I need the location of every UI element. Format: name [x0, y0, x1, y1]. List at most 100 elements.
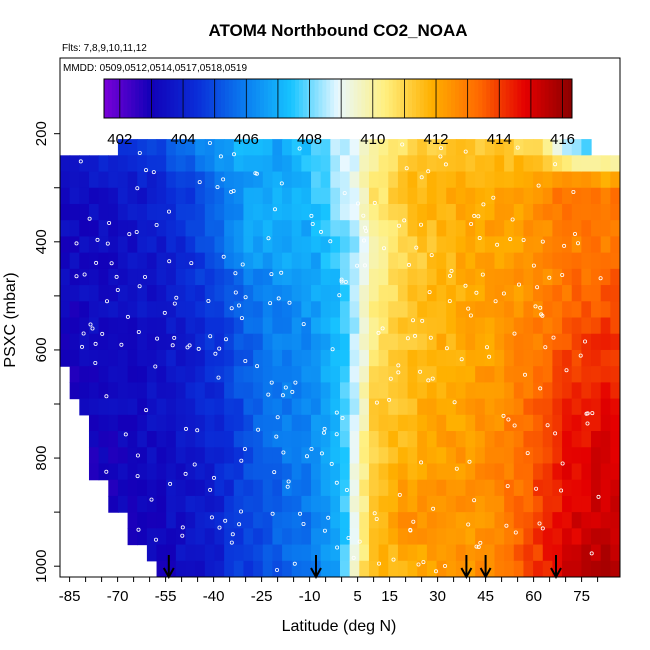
heatmap-cell	[504, 268, 515, 286]
observation-point	[400, 142, 405, 147]
dates-label: MMDD: 0509,0512,0514,0517,0518,0519	[63, 63, 247, 74]
heatmap-cell	[282, 414, 293, 432]
heatmap-cell	[426, 382, 438, 400]
heatmap-cell	[311, 220, 322, 238]
heatmap-cell	[552, 317, 563, 335]
heatmap-cell	[484, 495, 496, 513]
heatmap-cell	[397, 349, 409, 367]
colorbar-segment	[221, 79, 226, 118]
observation-point	[218, 154, 223, 159]
observation-point	[208, 334, 213, 339]
heatmap-cell	[185, 447, 196, 465]
heatmap-cell	[542, 366, 554, 383]
x-axis-label: Latitude (deg N)	[282, 618, 397, 635]
colorbar-segment	[412, 79, 417, 118]
heatmap-cell	[542, 495, 554, 513]
heatmap-cell	[484, 268, 496, 286]
observation-point	[431, 506, 436, 511]
y-tick-label: 400	[33, 229, 50, 254]
heatmap-cell	[610, 236, 620, 254]
heatmap-cell	[388, 301, 399, 319]
heatmap-cell	[88, 220, 100, 238]
heatmap-cell	[455, 528, 467, 546]
heatmap-cell	[272, 187, 283, 205]
colorbar-tick-label: 412	[424, 131, 449, 148]
heatmap-cell	[137, 187, 148, 205]
heatmap-cell	[446, 382, 457, 400]
heatmap-cell	[253, 171, 264, 189]
heatmap-cell	[542, 463, 554, 481]
heatmap-cell	[146, 528, 158, 546]
heatmap-cell	[272, 431, 283, 448]
heatmap-cell	[146, 155, 158, 173]
heatmap-cell	[484, 203, 496, 221]
heatmap-cell	[571, 495, 582, 513]
heatmap-cell	[407, 398, 418, 416]
heatmap-cell	[455, 349, 467, 367]
observation-point	[229, 306, 234, 311]
heatmap-cell	[484, 139, 496, 156]
heatmap-cell	[581, 203, 592, 221]
heatmap-cell	[204, 398, 216, 416]
heatmap-cell	[137, 495, 148, 513]
x-tick-label: -40	[203, 588, 225, 605]
heatmap-cell	[137, 171, 148, 189]
heatmap-cell	[494, 187, 505, 205]
heatmap-cell	[465, 512, 476, 529]
observation-point	[501, 413, 506, 418]
y-tick-label: 800	[33, 446, 50, 471]
observation-point	[217, 525, 222, 530]
heatmap-cell	[407, 236, 418, 254]
heatmap-cell	[214, 495, 225, 513]
heatmap-cell	[600, 301, 611, 319]
observation-point	[510, 217, 515, 222]
heatmap-cell	[407, 366, 418, 383]
colorbar-segment	[228, 79, 234, 118]
heatmap-cell	[108, 366, 119, 383]
heatmap-cell	[137, 463, 148, 481]
observation-point	[449, 268, 454, 273]
heatmap-cell	[243, 252, 254, 270]
heatmap-cell	[513, 528, 525, 546]
colorbar-segment	[548, 79, 553, 118]
observation-point	[391, 557, 396, 562]
heatmap-cell	[446, 495, 457, 513]
heatmap-cell	[426, 171, 438, 189]
heatmap-cell	[137, 139, 148, 156]
heatmap-cell	[426, 317, 438, 335]
heatmap-cell	[301, 398, 312, 416]
heatmap-cell	[533, 155, 544, 173]
heatmap-cell	[243, 349, 254, 367]
heatmap-cell	[504, 366, 515, 383]
heatmap-cell	[262, 155, 274, 173]
heatmap-cell	[330, 139, 341, 156]
heatmap-cell	[591, 512, 602, 529]
observation-point	[585, 411, 590, 416]
heatmap-cell	[156, 479, 167, 497]
observation-point	[405, 336, 410, 341]
heatmap-cell	[253, 512, 264, 529]
heatmap-cell	[137, 203, 148, 221]
heatmap-cell	[175, 366, 187, 383]
x-tick-label: 15	[381, 588, 398, 605]
colorbar: 402 404 406 408 410 412 414 416	[103, 78, 575, 148]
colorbar-segment	[197, 79, 202, 118]
heatmap-cell	[359, 252, 370, 270]
heatmap-cell	[98, 252, 109, 270]
heatmap-cell	[195, 544, 206, 562]
heatmap-cell	[146, 349, 158, 367]
heatmap-cell	[175, 301, 187, 319]
heatmap-cell	[581, 301, 592, 319]
observation-point	[187, 343, 192, 348]
heatmap-cell	[368, 236, 380, 254]
observation-point	[533, 304, 538, 309]
heatmap-cell	[494, 252, 505, 270]
observation-point	[429, 253, 434, 258]
heatmap-cell	[224, 317, 235, 335]
heatmap-cell	[349, 187, 360, 205]
heatmap-cell	[484, 447, 496, 465]
heatmap-cell	[600, 479, 611, 497]
heatmap-cell	[465, 252, 476, 270]
heatmap-cell	[407, 495, 418, 513]
heatmap-cell	[88, 431, 100, 448]
